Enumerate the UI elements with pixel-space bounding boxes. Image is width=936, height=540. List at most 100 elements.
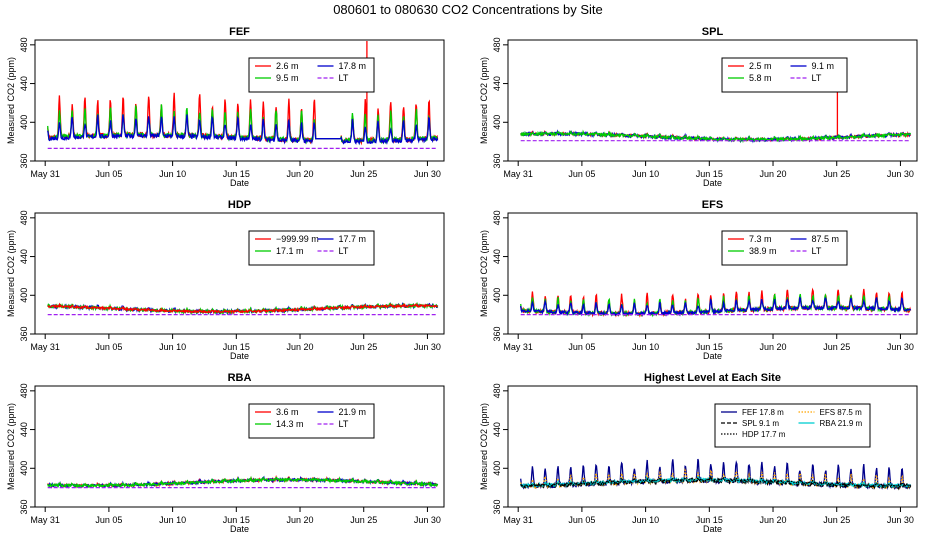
legend-box xyxy=(714,403,871,448)
x-tick-label: Jun 20 xyxy=(760,342,787,352)
plot-area xyxy=(520,80,912,144)
x-tick-label: Jun 25 xyxy=(350,169,377,179)
legend-label: LT xyxy=(812,246,822,256)
x-tick-label: May 31 xyxy=(30,169,60,179)
plot-frame xyxy=(34,212,445,335)
chart-panels: FEF May 31 Jun 05 Jun 10 Jun 15 Jun 20 Jun 25 J… xyxy=(6,26,918,534)
series-line-5-8-m xyxy=(520,129,912,144)
legend-label: LT xyxy=(339,419,349,429)
y-tick-label: 440 xyxy=(492,76,502,91)
legend-label: FEF 17.8 m xyxy=(742,408,784,417)
legend: 7.3 m 87.5 m 38.9 m LT xyxy=(721,230,848,266)
x-axis-label: Date xyxy=(230,351,249,361)
panel-title: FEF xyxy=(229,26,250,38)
legend-box xyxy=(248,230,375,266)
x-tick-label: Jun 20 xyxy=(287,342,314,352)
series-line-87-5-m xyxy=(520,296,912,317)
y-tick-label: 400 xyxy=(19,288,29,303)
x-tick-label: Jun 10 xyxy=(632,342,659,352)
panel-highest: Highest Level at Each Site May 31 Jun 05 Ju… xyxy=(479,372,918,534)
x-tick-label: Jun 30 xyxy=(414,169,441,179)
x-tick-label: Jun 15 xyxy=(223,515,250,525)
y-tick-label: 480 xyxy=(492,37,502,52)
legend-label: 14.3 m xyxy=(276,419,304,429)
y-axis-label: Measured CO2 (ppm) xyxy=(6,57,16,144)
panel-title: SPL xyxy=(702,26,724,38)
plot-frame xyxy=(507,385,918,508)
x-tick-label: Jun 25 xyxy=(823,169,850,179)
panel-efs: EFS May 31 Jun 05 Jun 10 Jun 15 Jun 20 Jun 25 J… xyxy=(479,199,918,361)
y-tick-label: 480 xyxy=(19,383,29,398)
legend-box xyxy=(721,230,848,266)
x-tick-label: May 31 xyxy=(30,515,60,525)
plot-frame xyxy=(507,212,918,335)
legend: 2.5 m 9.1 m 5.8 m LT xyxy=(721,57,848,93)
panel-title: Highest Level at Each Site xyxy=(644,372,781,384)
x-tick-label: Jun 15 xyxy=(696,515,723,525)
x-tick-label: Jun 05 xyxy=(568,169,595,179)
x-axis-label: Date xyxy=(703,524,722,534)
y-tick-label: 400 xyxy=(492,461,502,476)
panel-fef: FEF May 31 Jun 05 Jun 10 Jun 15 Jun 20 Jun 25 J… xyxy=(6,26,445,188)
legend-box xyxy=(248,403,375,439)
legend-label: EFS 87.5 m xyxy=(820,408,863,417)
legend-label: 9.5 m xyxy=(276,73,299,83)
y-tick-label: 440 xyxy=(19,76,29,91)
x-tick-label: Jun 20 xyxy=(760,169,787,179)
x-tick-label: Jun 05 xyxy=(95,169,122,179)
x-tick-label: Jun 30 xyxy=(887,342,914,352)
plot-frame xyxy=(34,385,445,508)
y-tick-label: 400 xyxy=(492,288,502,303)
y-tick-label: 360 xyxy=(19,326,29,341)
y-tick-label: 440 xyxy=(19,422,29,437)
x-tick-label: Jun 15 xyxy=(696,169,723,179)
legend: −999.99 m 17.7 m 17.1 m LT xyxy=(248,230,375,266)
legend: 3.6 m 21.9 m 14.3 m LT xyxy=(248,403,375,439)
x-tick-label: Jun 15 xyxy=(223,342,250,352)
x-tick-label: Jun 20 xyxy=(287,169,314,179)
panel-spl: SPL May 31 Jun 05 Jun 10 Jun 15 Jun 20 Jun 25 J… xyxy=(479,26,918,188)
y-tick-label: 480 xyxy=(19,37,29,52)
legend-label: RBA 21.9 m xyxy=(820,419,863,428)
x-tick-label: Jun 05 xyxy=(568,342,595,352)
figure-title: 080601 to 080630 CO2 Concentrations by S… xyxy=(333,2,603,17)
series-line-hdp-17-7-m xyxy=(520,475,912,490)
plot-area xyxy=(47,41,439,149)
x-tick-label: May 31 xyxy=(30,342,60,352)
x-tick-label: Jun 10 xyxy=(159,515,186,525)
series-line-14-3-m xyxy=(47,475,439,489)
x-axis-label: Date xyxy=(230,178,249,188)
legend: FEF 17.8 m EFS 87.5 m SPL 9.1 m RBA 21.9 m H… xyxy=(714,403,871,448)
y-tick-label: 440 xyxy=(19,249,29,264)
legend-label: 17.1 m xyxy=(276,246,304,256)
plot-area xyxy=(47,301,439,316)
legend-label: 5.8 m xyxy=(749,73,772,83)
x-tick-label: Jun 30 xyxy=(414,342,441,352)
x-tick-label: Jun 30 xyxy=(414,515,441,525)
x-tick-label: Jun 05 xyxy=(95,342,122,352)
series-line-2-5-m xyxy=(520,80,912,143)
legend-label: 7.3 m xyxy=(749,234,772,244)
legend-label: 17.8 m xyxy=(339,61,367,71)
x-tick-label: Jun 10 xyxy=(159,169,186,179)
x-tick-label: May 31 xyxy=(503,169,533,179)
y-tick-label: 480 xyxy=(492,383,502,398)
y-tick-label: 400 xyxy=(19,115,29,130)
legend-label: 87.5 m xyxy=(812,234,840,244)
x-tick-label: Jun 25 xyxy=(350,342,377,352)
y-tick-label: 480 xyxy=(19,210,29,225)
x-tick-label: Jun 05 xyxy=(95,515,122,525)
plot-area xyxy=(520,287,912,318)
panel-title: RBA xyxy=(228,372,252,384)
legend-label: LT xyxy=(339,73,349,83)
legend-label: −999.99 m xyxy=(276,234,319,244)
y-tick-label: 360 xyxy=(19,499,29,514)
x-tick-label: Jun 25 xyxy=(350,515,377,525)
legend-label: 3.6 m xyxy=(276,407,299,417)
legend-label: SPL 9.1 m xyxy=(742,419,779,428)
panel-hdp: HDP May 31 Jun 05 Jun 10 Jun 15 Jun 20 Jun 25 J… xyxy=(6,199,445,361)
x-tick-label: Jun 10 xyxy=(632,515,659,525)
x-tick-label: May 31 xyxy=(503,342,533,352)
plot-area xyxy=(47,474,439,489)
